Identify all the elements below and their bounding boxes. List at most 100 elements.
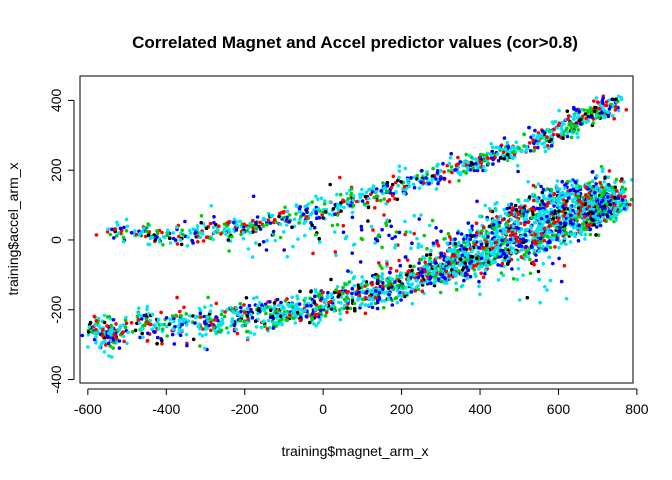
data-point (90, 330, 94, 334)
data-point (600, 169, 605, 174)
data-point (537, 233, 541, 238)
data-point (238, 301, 243, 306)
data-point (172, 317, 176, 321)
data-point (599, 200, 604, 204)
data-point (242, 222, 246, 227)
data-point (535, 141, 540, 146)
data-point (343, 236, 348, 241)
data-point (326, 307, 331, 311)
data-point (314, 210, 318, 214)
data-point (308, 212, 313, 217)
data-point (533, 128, 537, 133)
data-point (545, 143, 550, 148)
data-point (458, 257, 463, 262)
data-point (311, 251, 315, 256)
data-point (613, 213, 617, 218)
data-point (475, 256, 479, 261)
data-point (460, 268, 465, 272)
data-point (534, 253, 538, 257)
data-point (549, 207, 553, 212)
data-point (324, 303, 329, 308)
data-point (485, 240, 489, 244)
data-point (569, 213, 573, 217)
data-point (530, 216, 534, 220)
data-point (384, 202, 388, 206)
data-point (477, 267, 481, 271)
data-point (520, 244, 524, 249)
data-point (142, 226, 146, 231)
data-point (396, 183, 401, 188)
data-point (359, 192, 364, 197)
data-point (412, 264, 416, 269)
data-point (595, 225, 599, 229)
data-point (566, 117, 570, 121)
data-point (592, 109, 597, 114)
data-point (587, 223, 592, 227)
data-point (367, 296, 371, 301)
data-point (377, 261, 381, 265)
data-point (117, 339, 122, 343)
data-point (271, 233, 276, 237)
data-point (454, 287, 459, 292)
data-point (516, 169, 520, 174)
data-point (458, 261, 463, 266)
data-point (198, 332, 202, 336)
data-point (133, 328, 138, 333)
data-point (497, 146, 501, 150)
data-point (184, 323, 189, 327)
data-point (378, 198, 383, 203)
data-point (425, 246, 429, 251)
data-point (124, 229, 129, 233)
data-point (497, 235, 501, 239)
data-point (250, 315, 255, 320)
data-point (204, 332, 208, 337)
data-point (380, 274, 384, 279)
data-point (403, 255, 408, 259)
data-point (344, 290, 349, 295)
data-point (602, 180, 606, 184)
data-point (513, 250, 518, 254)
data-point (465, 242, 470, 246)
data-point (531, 138, 535, 142)
data-point (257, 243, 262, 247)
data-point (367, 196, 371, 201)
data-point (569, 135, 574, 140)
data-points (80, 94, 634, 359)
data-point (335, 223, 340, 227)
data-point (541, 262, 545, 266)
data-point (483, 271, 487, 276)
data-point (327, 212, 332, 216)
data-point (598, 223, 603, 228)
data-point (106, 227, 110, 231)
data-point (408, 230, 413, 234)
data-point (506, 229, 511, 233)
data-point (399, 298, 403, 302)
data-point (423, 260, 428, 265)
data-point (515, 163, 520, 168)
data-point (430, 218, 435, 223)
data-point (466, 268, 471, 273)
data-point (278, 311, 283, 316)
data-point (419, 213, 423, 217)
data-point (380, 227, 384, 232)
data-point (468, 168, 473, 172)
data-point (622, 180, 626, 184)
data-point (363, 194, 368, 199)
data-point (346, 196, 351, 201)
data-point (284, 223, 289, 227)
data-point (360, 199, 365, 203)
data-point (549, 187, 554, 192)
data-point (278, 314, 283, 319)
data-point (573, 231, 577, 236)
data-point (526, 220, 530, 225)
data-point (610, 185, 614, 190)
data-point (294, 212, 298, 216)
data-point (498, 220, 502, 225)
data-point (351, 198, 356, 203)
data-point (516, 266, 521, 271)
data-point (209, 328, 213, 333)
data-point (442, 170, 446, 174)
data-point (224, 232, 228, 237)
data-point (322, 202, 327, 206)
data-point (458, 172, 463, 177)
